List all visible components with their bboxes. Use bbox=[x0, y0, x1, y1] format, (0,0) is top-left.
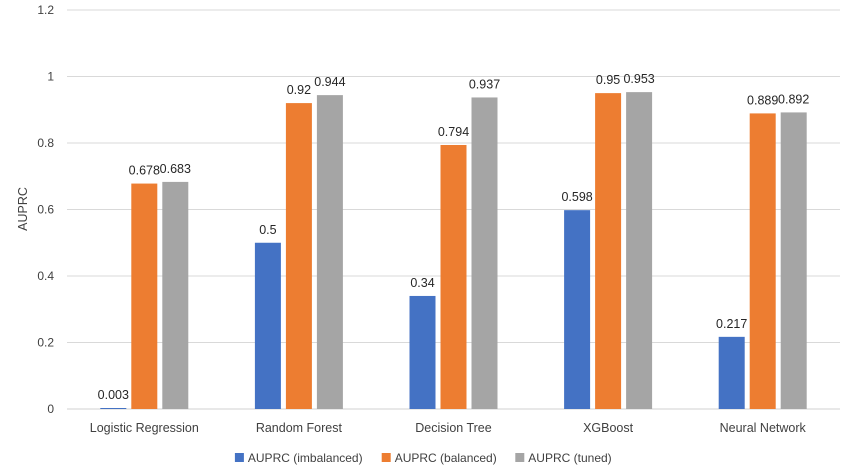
bar bbox=[471, 97, 498, 409]
x-axis-category-labels: Logistic Regression Random Forest Decision… bbox=[90, 421, 807, 435]
data-label: 0.34 bbox=[410, 276, 434, 290]
data-label: 0.683 bbox=[160, 162, 191, 176]
y-tick-label: 0.6 bbox=[37, 203, 54, 217]
legend-item: AUPRC (balanced) bbox=[381, 451, 497, 465]
legend-item: AUPRC (tuned) bbox=[515, 451, 612, 465]
data-label: 0.889 bbox=[747, 93, 778, 107]
bar bbox=[100, 408, 127, 409]
legend-swatch bbox=[515, 453, 525, 462]
data-label: 0.598 bbox=[561, 190, 592, 204]
data-label: 0.944 bbox=[314, 75, 345, 89]
data-label: 0.953 bbox=[623, 72, 654, 86]
bars bbox=[100, 92, 807, 410]
bar bbox=[564, 210, 591, 409]
bar bbox=[131, 183, 158, 409]
y-tick-label: 1.2 bbox=[37, 3, 54, 17]
x-category-label: Logistic Regression bbox=[90, 421, 199, 435]
legend-swatch bbox=[381, 453, 391, 462]
x-category-label: XGBoost bbox=[583, 421, 634, 435]
bar bbox=[316, 95, 343, 410]
legend-label: AUPRC (imbalanced) bbox=[248, 451, 363, 465]
y-axis-tick-labels: 0 0.2 0.4 0.6 0.8 1 1.2 bbox=[37, 3, 54, 416]
data-label: 0.937 bbox=[469, 77, 500, 91]
data-label: 0.92 bbox=[287, 83, 311, 97]
legend-label: AUPRC (tuned) bbox=[528, 451, 611, 465]
x-category-label: Random Forest bbox=[256, 421, 343, 435]
bar bbox=[409, 295, 436, 409]
bar bbox=[440, 144, 467, 409]
bar bbox=[718, 336, 745, 409]
y-tick-label: 0.2 bbox=[37, 336, 54, 350]
x-category-label: Decision Tree bbox=[415, 421, 491, 435]
x-category-label: Neural Network bbox=[720, 421, 807, 435]
bar bbox=[162, 181, 189, 409]
legend-swatch bbox=[234, 453, 244, 462]
bar bbox=[254, 242, 281, 409]
data-label: 0.892 bbox=[778, 92, 809, 106]
bar bbox=[626, 92, 653, 409]
data-label: 0.5 bbox=[259, 223, 276, 237]
data-label: 0.95 bbox=[596, 73, 620, 87]
data-label: 0.794 bbox=[438, 125, 469, 139]
y-tick-label: 0 bbox=[47, 402, 54, 416]
data-label: 0.217 bbox=[716, 317, 747, 331]
data-labels: 0.003 0.678 0.683 0.5 0.920.944 0.34 0.794 0.93… bbox=[98, 72, 810, 402]
data-label: 0.003 bbox=[98, 388, 129, 402]
y-axis-title: AUPRC bbox=[16, 187, 30, 231]
y-tick-label: 0.8 bbox=[37, 136, 54, 150]
data-label: 0.678 bbox=[129, 164, 160, 178]
y-tick-label: 1 bbox=[47, 70, 54, 84]
bar bbox=[285, 103, 312, 409]
legend-item: AUPRC (imbalanced) bbox=[234, 451, 363, 465]
bar bbox=[749, 113, 776, 409]
y-tick-label: 0.4 bbox=[37, 269, 54, 283]
bar bbox=[595, 93, 622, 409]
legend: AUPRC (imbalanced) AUPRC (balanced) AUPRC … bbox=[234, 451, 612, 465]
legend-label: AUPRC (balanced) bbox=[395, 451, 497, 465]
bar bbox=[780, 112, 807, 409]
